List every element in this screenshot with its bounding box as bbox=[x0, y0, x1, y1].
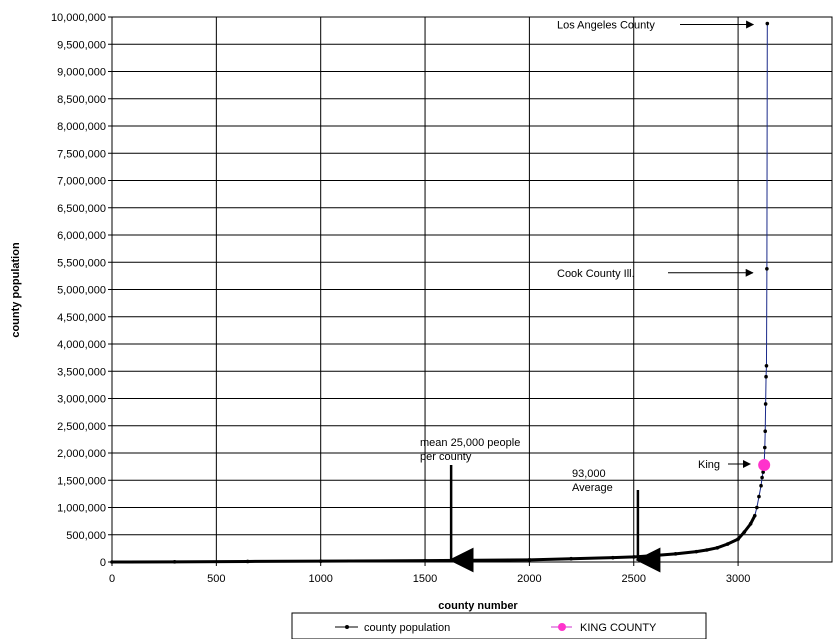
data-point-king-county bbox=[758, 458, 771, 471]
data-point-county-population bbox=[725, 542, 730, 546]
y-tick-label: 2,000,000 bbox=[57, 448, 106, 460]
data-point-county-population bbox=[764, 364, 769, 368]
x-tick-label: 0 bbox=[109, 573, 115, 585]
data-point-county-population bbox=[527, 558, 532, 562]
annotation-king-label: King bbox=[698, 459, 720, 471]
data-point-county-population bbox=[704, 548, 709, 552]
y-tick-label: 1,500,000 bbox=[57, 475, 106, 487]
annotation-average-label: Average bbox=[572, 482, 613, 494]
data-point-county-population bbox=[742, 530, 747, 534]
data-point-county-population bbox=[318, 559, 323, 563]
data-point-county-population bbox=[752, 513, 757, 518]
y-tick-label: 0 bbox=[100, 557, 106, 569]
data-point-county-population bbox=[765, 266, 769, 271]
data-point-county-population bbox=[755, 505, 759, 510]
legend-label-county-population: county population bbox=[364, 622, 450, 634]
legend-box bbox=[291, 612, 707, 640]
x-tick-label: 1000 bbox=[308, 573, 332, 585]
data-point-county-population bbox=[760, 475, 764, 480]
y-tick-label: 6,000,000 bbox=[57, 230, 106, 242]
x-tick-label: 500 bbox=[207, 573, 225, 585]
y-tick-label: 7,500,000 bbox=[57, 148, 106, 160]
annotations: Los Angeles County Cook County Ill. King me… bbox=[420, 20, 755, 573]
grid-lines bbox=[111, 16, 833, 563]
y-tick-label: 2,500,000 bbox=[57, 421, 106, 433]
legend: county population KING COUNTY bbox=[291, 612, 707, 640]
legend-marker-king-county bbox=[558, 623, 566, 631]
annotation-cook-label: Cook County Ill. bbox=[557, 268, 635, 280]
y-tick-label: 8,500,000 bbox=[57, 94, 106, 106]
y-tick-label: 500,000 bbox=[66, 530, 106, 542]
data-point-county-population bbox=[423, 558, 427, 563]
y-tick-label: 6,500,000 bbox=[57, 203, 106, 215]
annotation-mean-label: mean 25,000 people bbox=[420, 437, 520, 449]
data-point-county-population bbox=[763, 429, 768, 434]
x-tick-label: 2500 bbox=[621, 573, 645, 585]
x-tick-label: 2000 bbox=[517, 573, 541, 585]
data-point-county-population bbox=[694, 549, 699, 554]
x-axis-ticks: 0 500 1000 1500 2000 2500 3000 bbox=[109, 562, 750, 585]
annotation-los-angeles-label: Los Angeles County bbox=[557, 20, 655, 32]
data-point-county-population bbox=[763, 402, 768, 406]
annotation-mean-label: per county bbox=[420, 451, 472, 463]
data-point-county-population bbox=[569, 556, 573, 561]
data-point-county-population bbox=[757, 494, 761, 499]
legend-marker-county-population bbox=[345, 625, 349, 629]
data-point-county-population bbox=[110, 560, 114, 564]
y-tick-label: 8,000,000 bbox=[57, 121, 106, 133]
data-point-county-population bbox=[673, 552, 678, 556]
data-point-county-population bbox=[631, 555, 636, 559]
y-axis-ticks: 0 500,000 1,000,000 1,500,000 2,000,000 2,500… bbox=[51, 12, 112, 569]
legend-label-king-county: KING COUNTY bbox=[580, 622, 657, 634]
data-point-county-population bbox=[763, 445, 767, 450]
data-point-county-population bbox=[172, 560, 177, 564]
data-point-county-population bbox=[715, 546, 720, 550]
y-tick-label: 1,000,000 bbox=[57, 503, 106, 515]
data-point-county-population bbox=[764, 374, 768, 379]
y-tick-label: 7,000,000 bbox=[57, 176, 106, 188]
y-axis-title: county population bbox=[10, 242, 22, 338]
data-point-county-population bbox=[245, 559, 250, 564]
y-tick-label: 3,500,000 bbox=[57, 366, 106, 378]
x-tick-label: 1500 bbox=[413, 573, 437, 585]
y-tick-label: 5,000,000 bbox=[57, 285, 106, 297]
y-tick-label: 10,000,000 bbox=[51, 12, 106, 24]
data-point-county-population bbox=[759, 483, 763, 488]
annotation-average-label: 93,000 bbox=[572, 468, 606, 480]
y-tick-label: 4,000,000 bbox=[57, 339, 106, 351]
y-tick-label: 4,500,000 bbox=[57, 312, 106, 324]
y-tick-label: 9,500,000 bbox=[57, 39, 106, 51]
y-tick-label: 3,000,000 bbox=[57, 394, 106, 406]
data-point-county-population bbox=[652, 553, 657, 558]
y-tick-label: 5,500,000 bbox=[57, 257, 106, 269]
x-tick-label: 3000 bbox=[726, 573, 750, 585]
data-point-county-population bbox=[761, 470, 765, 474]
y-tick-label: 9,000,000 bbox=[57, 67, 106, 79]
x-axis-title: county number bbox=[438, 600, 518, 612]
data-point-county-population bbox=[736, 537, 740, 541]
data-point-county-population bbox=[748, 522, 753, 526]
data-point-county-population bbox=[611, 555, 615, 560]
data-point-county-population bbox=[765, 21, 770, 26]
